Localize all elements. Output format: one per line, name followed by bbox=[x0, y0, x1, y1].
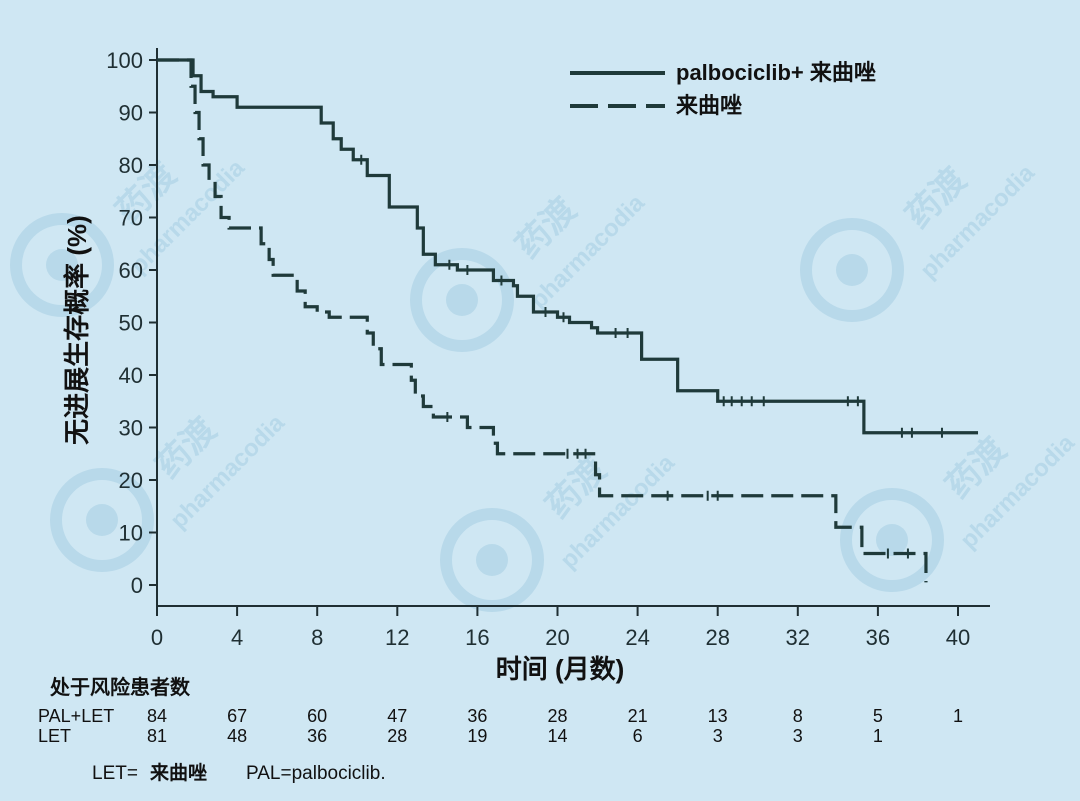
risk-cell: 6 bbox=[633, 726, 643, 746]
risk-cells: 84 67 60 47 36 28 21 13 8 5 181 48 36 28 19 14 6 3 3 1 bbox=[147, 706, 963, 746]
risk-cell: 47 bbox=[387, 706, 407, 726]
risk-cell: 19 bbox=[467, 726, 487, 746]
x-axis-label: 时间 (月数) bbox=[496, 654, 625, 684]
watermark-ring bbox=[840, 488, 944, 592]
legend: palbociclib+ 来曲唑 来曲唑 bbox=[570, 60, 876, 118]
risk-cell: 84 bbox=[147, 706, 167, 726]
risk-cell: 1 bbox=[873, 726, 883, 746]
x-ticks: 0 4 8 12 16 20 24 28 32 36 40 bbox=[151, 606, 970, 650]
risk-row-label-let: LET bbox=[38, 726, 71, 746]
risk-cell: 28 bbox=[387, 726, 407, 746]
series-line-let bbox=[157, 58, 928, 583]
x-tick-label: 32 bbox=[786, 625, 810, 650]
axes bbox=[156, 48, 990, 607]
y-tick-label: 100 bbox=[106, 48, 143, 73]
x-tick-label: 28 bbox=[705, 625, 729, 650]
risk-table-title: 处于风险患者数 bbox=[49, 675, 191, 699]
risk-cell: 81 bbox=[147, 726, 167, 746]
watermark-dot bbox=[836, 254, 868, 286]
footnote-let-prefix: LET= bbox=[92, 763, 138, 784]
x-tick-label: 12 bbox=[385, 625, 409, 650]
watermark-dot bbox=[476, 544, 508, 576]
risk-row-label-pal-let: PAL+LET bbox=[38, 706, 114, 726]
watermark-dot bbox=[86, 504, 118, 536]
series-line-pal-let bbox=[157, 58, 979, 435]
watermark-ring bbox=[410, 248, 514, 352]
x-tick-label: 20 bbox=[545, 625, 569, 650]
risk-cell: 1 bbox=[953, 706, 963, 726]
risk-cell: 3 bbox=[793, 726, 803, 746]
risk-table: 处于风险患者数 PAL+LET LET 84 67 60 47 36 28 21 13 8 5 18… bbox=[38, 675, 963, 746]
risk-cell: 5 bbox=[873, 706, 883, 726]
y-tick-label: 40 bbox=[119, 363, 143, 388]
y-tick-label: 50 bbox=[119, 311, 143, 336]
risk-cell: 67 bbox=[227, 706, 247, 726]
y-tick-label: 60 bbox=[119, 258, 143, 283]
risk-cell: 8 bbox=[793, 706, 803, 726]
y-tick-label: 90 bbox=[119, 101, 143, 126]
y-axis-label: 无进展生存概率 (%) bbox=[62, 215, 92, 445]
survival-curves bbox=[157, 58, 979, 583]
y-tick-label: 30 bbox=[119, 416, 143, 441]
watermark-dot bbox=[876, 524, 908, 556]
y-tick-label: 80 bbox=[119, 153, 143, 178]
x-tick-label: 8 bbox=[311, 625, 323, 650]
risk-cell: 3 bbox=[713, 726, 723, 746]
x-tick-label: 24 bbox=[625, 625, 649, 650]
risk-cell: 21 bbox=[628, 706, 648, 726]
x-tick-label: 4 bbox=[231, 625, 243, 650]
footnote-pal: PAL=palbociclib. bbox=[246, 763, 386, 784]
watermark-dot bbox=[46, 249, 78, 281]
risk-cell: 14 bbox=[547, 726, 567, 746]
y-tick-label: 0 bbox=[131, 573, 143, 598]
risk-cell: 36 bbox=[307, 726, 327, 746]
footnote: LET= 来曲唑 PAL=palbociclib. bbox=[92, 761, 386, 784]
x-tick-label: 0 bbox=[151, 625, 163, 650]
x-tick-label: 16 bbox=[465, 625, 489, 650]
risk-cell: 60 bbox=[307, 706, 327, 726]
risk-cell: 28 bbox=[547, 706, 567, 726]
watermark-dot bbox=[446, 284, 478, 316]
y-tick-label: 20 bbox=[119, 468, 143, 493]
x-tick-label: 36 bbox=[866, 625, 890, 650]
legend-label-pal-let: palbociclib+ 来曲唑 bbox=[676, 60, 876, 85]
legend-label-let: 来曲唑 bbox=[675, 93, 742, 118]
risk-cell: 13 bbox=[708, 706, 728, 726]
y-tick-label: 70 bbox=[119, 206, 143, 231]
y-ticks: 0 10 20 30 40 50 60 70 80 90 100 bbox=[106, 48, 157, 598]
footnote-let-value: 来曲唑 bbox=[150, 761, 207, 784]
y-tick-label: 10 bbox=[119, 521, 143, 546]
watermark-ring bbox=[10, 213, 114, 317]
watermark-ring bbox=[50, 468, 154, 572]
risk-cell: 48 bbox=[227, 726, 247, 746]
watermark-ring bbox=[800, 218, 904, 322]
risk-cell: 36 bbox=[467, 706, 487, 726]
x-tick-label: 40 bbox=[946, 625, 970, 650]
